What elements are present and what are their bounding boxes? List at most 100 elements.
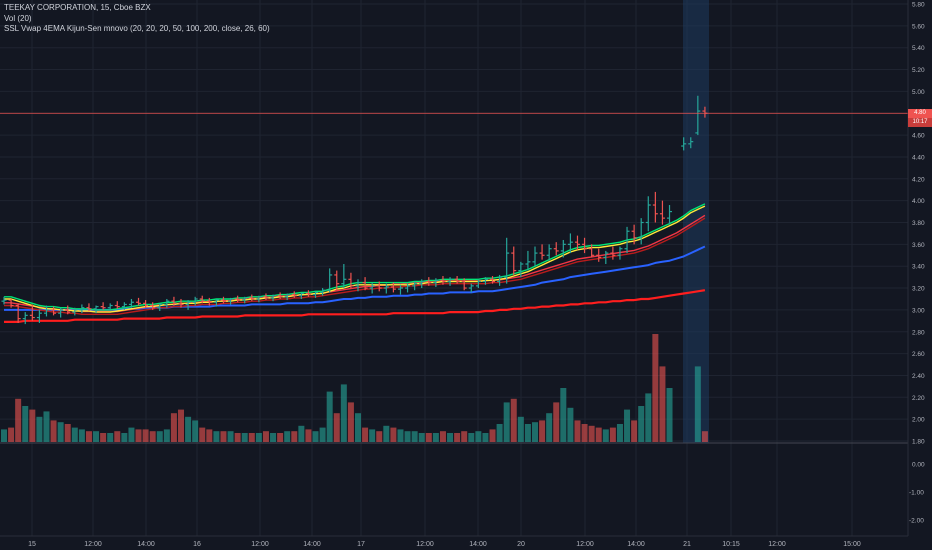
symbol-legend[interactable]: TEEKAY CORPORATION, 15, Cboe BZX [4,3,151,12]
ohlc-bar [277,292,283,299]
volume-bar [100,433,107,442]
ohlc-bar [468,283,474,293]
lower-pane-tick-label: -1.00 [909,490,924,497]
ohlc-bar [235,295,241,303]
volume-bar [482,433,489,442]
x-tick-label: 15:00 [843,541,861,548]
x-tick-label: 14:00 [627,541,645,548]
volume-bar [624,409,631,442]
ohlc-bar [220,296,226,304]
volume-bar [107,433,114,442]
ohlc-bar [36,309,42,324]
volume-bar [36,416,43,442]
volume-bar [404,431,411,442]
ema-200-line [4,289,706,323]
ohlc-bar [58,307,64,318]
volume-bar [340,384,347,442]
ohlc-bar [355,279,361,292]
volume-bar [666,388,673,442]
lower-pane-tick-label: -2.00 [909,518,924,525]
ohlc-bar [8,298,14,308]
ohlc-bar [532,246,538,267]
volume-bar [71,427,78,442]
volume-bar [517,416,524,442]
volume-bar [43,411,50,442]
ohlc-bar [638,218,644,245]
ohlc-bar [93,305,99,314]
ohlc-bar [157,303,163,311]
volume-bar [241,433,248,442]
volume-bar [369,429,376,442]
volume-bar [489,429,496,442]
volume-bar [553,402,560,442]
ohlc-bar [313,291,319,298]
ohlc-bar [631,224,637,245]
volume-bar [22,406,29,442]
ohlc-bar [667,205,673,225]
ohlc-bar [603,250,609,265]
price-tick-label: 3.40 [912,264,925,271]
ohlc-bar [298,292,304,299]
volume-bar [163,429,170,442]
vwap-line [4,245,706,311]
x-tick-label: 12:00 [84,541,102,548]
ohlc-bar [51,306,57,316]
ohlc-bar [659,200,665,225]
volume-bar [532,422,538,442]
ohlc-bar [114,301,120,309]
ohlc-bar [610,246,616,260]
ohlc-bar [320,288,326,296]
volume-bar [524,424,531,442]
lower-pane-tick-label: 0.00 [912,462,925,469]
ohlc-bar [1,296,7,305]
x-tick-label: 10:15 [722,541,740,548]
volume-bar [29,409,36,442]
volume-bar [397,429,404,442]
ohlc-bar [291,291,297,298]
ohlc-bar [440,276,446,285]
ohlc-bar [199,295,205,304]
ohlc-bar [433,278,439,287]
volume-bar [312,431,319,442]
ohlc-bar [518,261,524,278]
price-tick-label: 5.20 [912,67,925,74]
volume-bar [510,398,517,442]
ohlc-bar [72,307,78,316]
volume-bar [609,427,616,442]
ssl-line [4,203,706,311]
volume-bar [135,429,142,442]
volume-bar [128,427,135,442]
volume-bar [149,431,156,442]
ohlc-bar [143,300,149,308]
ohlc-bar [419,279,425,289]
ohlc-bar [567,233,573,254]
ohlc-bar [405,283,411,293]
ohlc-bar [249,294,255,302]
ohlc-bar [539,244,545,260]
ohlc-bar [334,270,340,291]
x-tick-label: 16 [193,541,201,548]
volume-bar [659,366,666,442]
ema-100-line [4,217,706,315]
volume-bar [546,413,553,442]
volume-bar [645,393,652,442]
ohlc-bar [43,305,49,317]
volume-legend[interactable]: Vol (20) [4,14,32,23]
ohlc-bar [645,196,651,232]
price-tick-label: 2.60 [912,351,925,358]
price-tick-label: 3.20 [912,286,925,293]
ohlc-bar [29,304,35,321]
indicator-legend[interactable]: SSL Vwap 4EMA Kijun-Sen mnovo (20, 20, 2… [4,24,270,33]
ohlc-bar [546,244,552,261]
ohlc-bar [185,300,191,310]
ohlc-bar [390,282,396,293]
price-tick-label: 5.40 [912,45,925,52]
ohlc-bar [263,293,269,301]
price-tick-label: 4.20 [912,176,925,183]
volume-bar [319,427,326,442]
volume-bar [93,431,100,442]
volume-bar [376,431,383,442]
volume-bar [574,420,581,442]
